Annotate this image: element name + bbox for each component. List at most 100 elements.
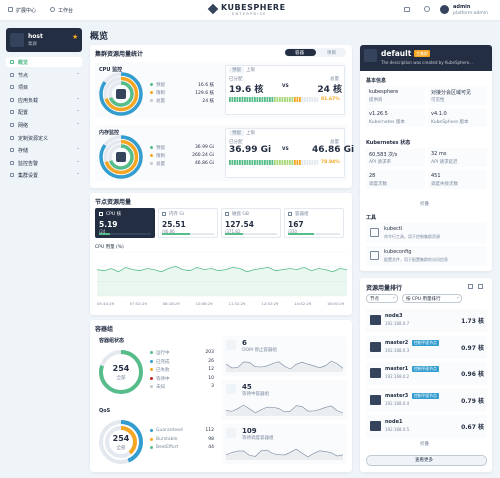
rank-row[interactable] [366,335,487,359]
menu-item[interactable]: 项目 [18,85,29,92]
graphic [99,72,143,116]
node-icon [370,421,381,431]
tab[interactable]: 容器 [295,51,304,56]
bar-segment [296,97,299,102]
menu-item[interactable]: 集群设置 [18,173,39,180]
legend-dot [150,146,153,149]
page-title: 概览 [90,32,109,42]
legend-value: 10 [208,375,214,381]
menu-item[interactable]: 应用负载 [18,97,39,104]
menu-item[interactable]: 配置 [18,110,29,117]
top-link[interactable]: 扩展中心 [16,8,37,14]
bar-segment [261,97,264,102]
tile-icon [162,212,166,216]
menu-item[interactable]: 存储 [18,148,29,155]
info-cell [366,86,425,105]
select-arrow: ⌄ [456,295,460,300]
bar-segment [229,97,231,102]
bar-segment [241,97,244,102]
node-name: node3 [385,313,403,319]
rank-row[interactable] [366,415,487,438]
menu-item[interactable]: 节点 [18,72,29,79]
tab[interactable]: 项目 [327,51,336,56]
menu-item[interactable]: 网络 [18,123,29,129]
tab[interactable]: 预留 [229,130,244,136]
info-cell [366,148,425,167]
alloc-label: 已分配 [229,140,243,145]
menu-icon [10,135,14,140]
node-value: 0.79 核 [461,397,484,405]
card-title: 容器组 [95,326,114,333]
menu-item[interactable]: 概览 [18,60,29,66]
node-name: master2 [385,339,409,346]
menu-item[interactable]: 定制资源定义 [18,135,49,142]
bar-segment [274,97,276,102]
info-label: 调度次数 [369,182,387,187]
rank-row[interactable] [366,309,487,332]
icon[interactable] [404,7,410,12]
top-link[interactable]: 工作台 [58,8,74,14]
legend-dot [150,154,153,157]
more-button[interactable] [366,455,487,466]
percent: 78.94% [321,160,340,165]
info-label: 调度失败次数 [431,182,458,187]
graphic [96,251,348,297]
graphic [225,360,344,372]
menu-arrow: ⌄ [76,95,80,101]
select[interactable] [366,294,398,303]
menu-arrow: ⌄ [76,121,80,126]
bar-segment [276,97,279,102]
bar-segment [311,97,314,102]
logo: KUBESPHERE [221,3,286,12]
legend-value: 3 [211,384,214,389]
bar-segment [261,160,264,165]
ring-center [116,152,126,162]
sparkline-area [226,449,343,460]
stat-value: 6 [242,339,247,347]
tab[interactable]: 上限 [246,68,255,73]
graphic [225,448,344,460]
bar-segment [279,97,281,102]
bar-segment [251,97,254,102]
menu-icon [10,85,14,90]
tab[interactable]: 上限 [246,131,255,136]
graphic [99,135,143,179]
graphic [229,97,319,102]
donut-label: 全部 [116,376,126,381]
select[interactable] [402,294,462,303]
menu-arrow: ⌄ [76,70,80,76]
collapse[interactable]: 折叠 [420,202,429,207]
bar-segment [316,160,319,165]
menu-icon [10,72,14,77]
node-ip: 192.168.0.2 [385,374,410,379]
tab[interactable]: 预留 [229,67,244,73]
tab-active[interactable] [285,49,316,56]
legend-label: BestEffort [156,445,179,450]
legend-label: 运行中 [156,351,170,356]
icon[interactable] [478,284,483,289]
alloc-box [225,65,345,115]
info-value: v4.1.0 [431,111,447,117]
stat-box [222,424,347,464]
legend-label: 预留 [156,83,165,88]
bar-segment [314,97,316,102]
stat-value: 45 [242,383,252,391]
bar-segment [301,97,304,102]
collapse[interactable]: 折叠 [420,442,429,447]
graphic [229,160,319,165]
tool-box[interactable] [366,246,487,266]
card-title: 资源用量排行 [366,285,403,292]
menu-icon [10,160,14,165]
tool-icon [370,228,379,237]
more-label[interactable]: 查看更多 [415,458,433,463]
menu-item[interactable]: 监控告警 [18,160,39,167]
icon[interactable] [468,284,473,289]
section-title: 容器组状态 [99,338,125,344]
icon[interactable] [424,6,430,12]
bar-segment [229,160,231,165]
rank-row[interactable] [366,388,487,412]
rank-row[interactable] [366,362,487,385]
tool-box[interactable] [366,223,487,243]
avatar[interactable] [440,5,449,14]
